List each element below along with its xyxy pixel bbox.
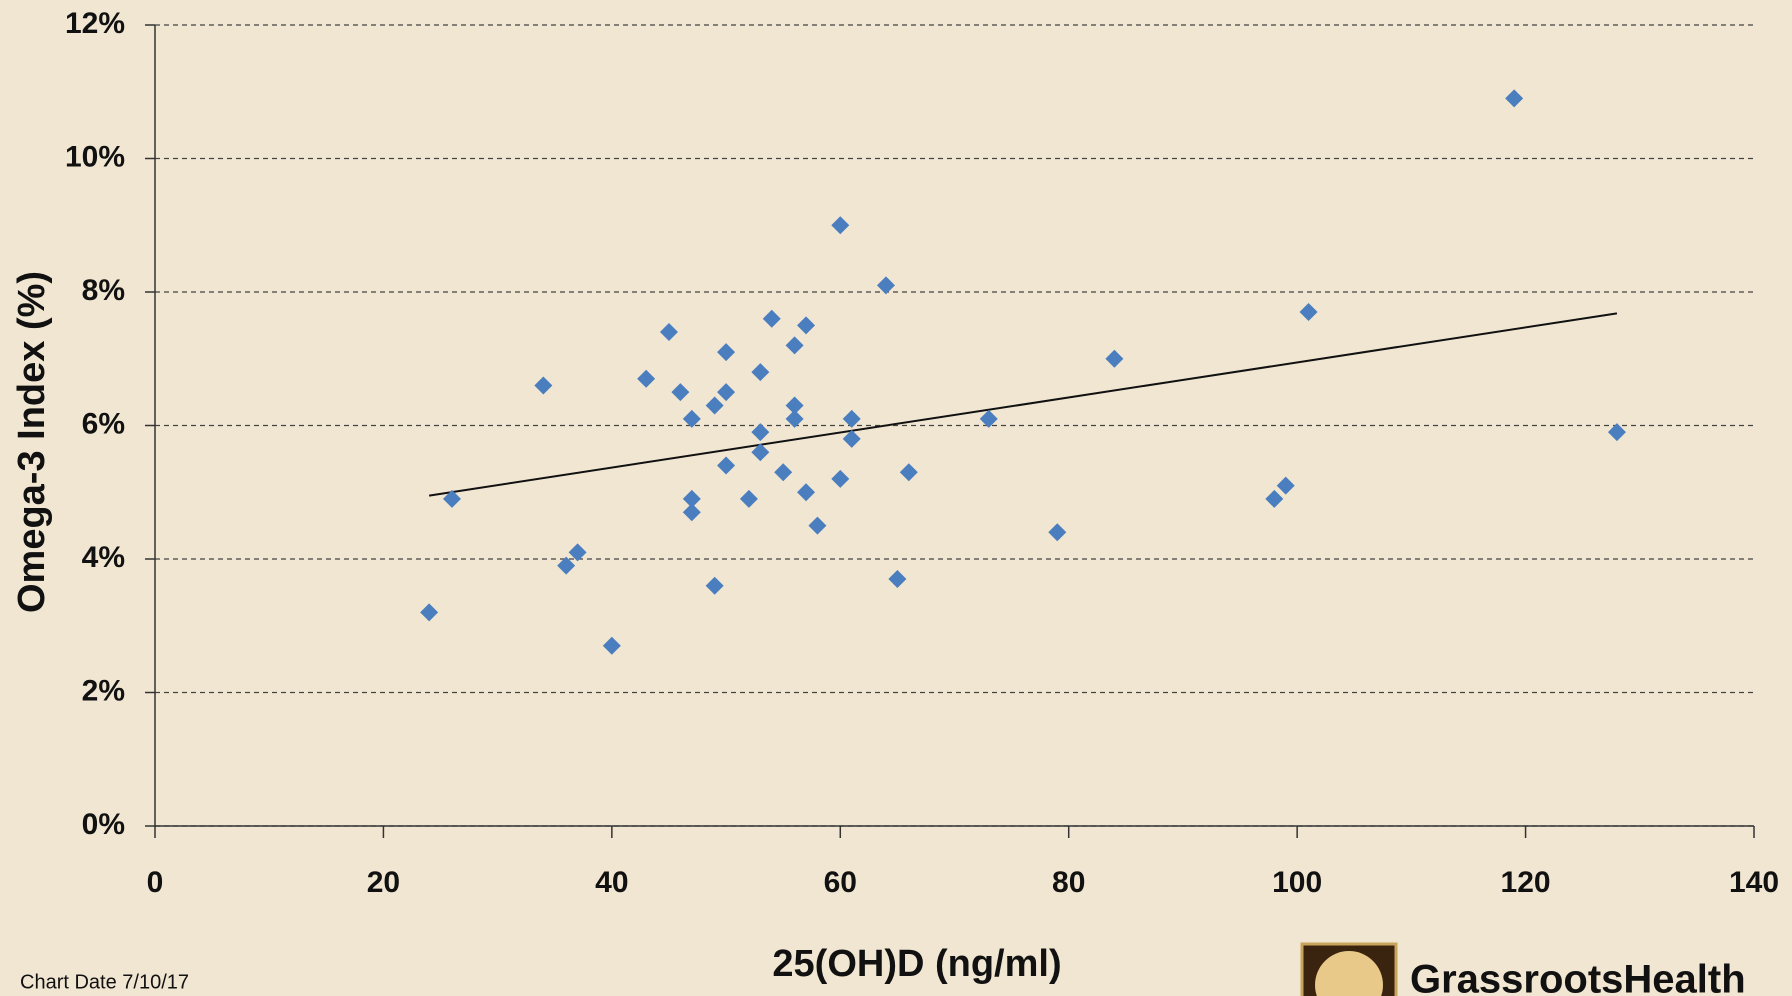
point (557, 556, 576, 575)
point (831, 469, 850, 488)
point (899, 463, 918, 482)
y-tick-label: 12% (65, 7, 125, 40)
point (705, 396, 724, 415)
x-tick-label: 100 (1272, 866, 1322, 899)
y-tick-label: 4% (82, 541, 125, 574)
point (808, 516, 827, 535)
point (659, 323, 678, 342)
point (682, 409, 701, 428)
point (797, 483, 816, 502)
x-axis-title: 25(OH)D (ng/ml) (772, 943, 1061, 985)
point (785, 409, 804, 428)
point (842, 409, 861, 428)
point (739, 489, 758, 508)
trend-line (428, 312, 1618, 497)
x-tick-label: 60 (824, 866, 857, 899)
point (1505, 89, 1524, 108)
point (751, 363, 770, 382)
y-tick-label: 8% (82, 274, 125, 307)
x-tick-label: 80 (1052, 866, 1085, 899)
point (717, 456, 736, 475)
x-tick-label: 120 (1501, 866, 1551, 899)
x-tick-label: 0 (147, 866, 164, 899)
point (534, 376, 553, 395)
y-axis-title: Omega-3 Index (%) (11, 271, 53, 613)
point (888, 570, 907, 589)
point (785, 396, 804, 415)
point (762, 309, 781, 328)
brand: GrassrootsHealth (1410, 958, 1746, 996)
point (751, 443, 770, 462)
point (602, 636, 621, 655)
point (774, 463, 793, 482)
point (1105, 349, 1124, 368)
x-tick-label: 40 (595, 866, 628, 899)
point (637, 369, 656, 388)
point (785, 336, 804, 355)
point (1299, 303, 1318, 322)
point (1048, 523, 1067, 542)
point (682, 503, 701, 522)
x-tick-label: 20 (367, 866, 400, 899)
y-tick-label: 10% (65, 140, 125, 173)
y-tick-label: 6% (82, 407, 125, 440)
point (705, 576, 724, 595)
point (979, 409, 998, 428)
point (568, 543, 587, 562)
point (682, 489, 701, 508)
point (1265, 489, 1284, 508)
point (876, 276, 895, 295)
y-tick-label: 0% (82, 808, 125, 841)
chart-date: Chart Date 7/10/17 (20, 971, 189, 993)
x-tick-label: 140 (1729, 866, 1779, 899)
logo-circle (1315, 951, 1383, 996)
point (831, 216, 850, 235)
point (1607, 423, 1626, 442)
point (717, 343, 736, 362)
point (1276, 476, 1295, 495)
point (751, 423, 770, 442)
point (671, 383, 690, 402)
point (717, 383, 736, 402)
point (842, 429, 861, 448)
point (442, 489, 461, 508)
point (420, 603, 439, 622)
point (797, 316, 816, 335)
y-tick-label: 2% (82, 674, 125, 707)
